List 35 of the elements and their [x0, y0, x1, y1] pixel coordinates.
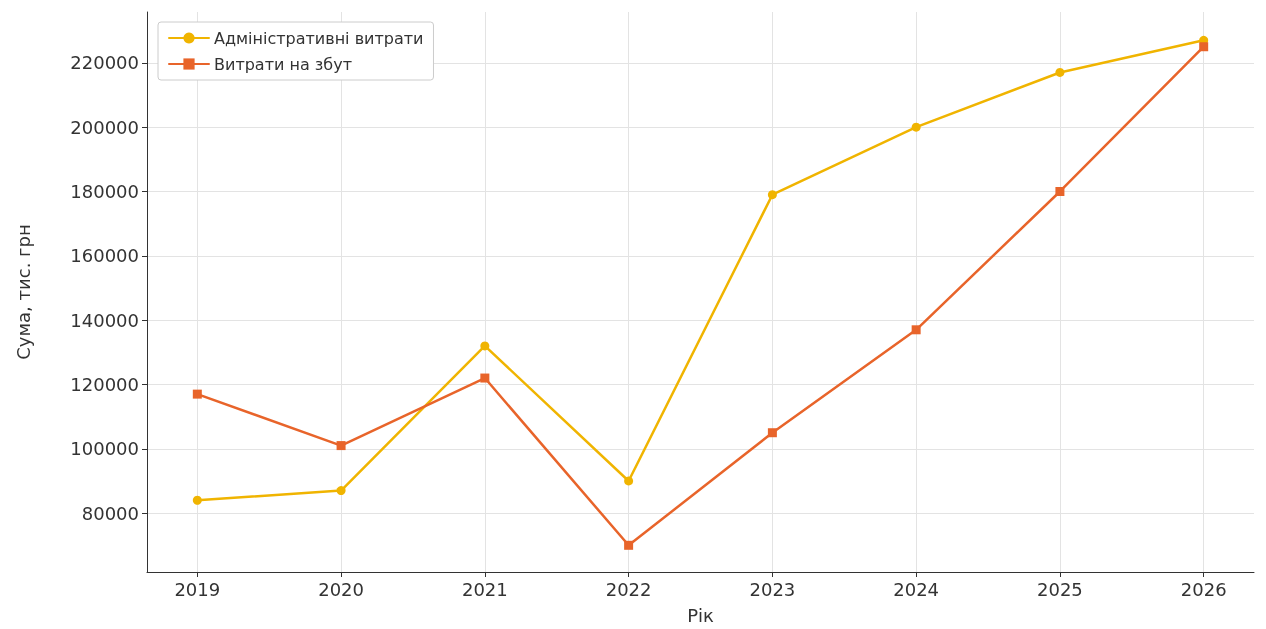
point — [767, 428, 777, 438]
y-tick-label: 180000 — [70, 180, 139, 202]
point — [480, 341, 490, 351]
y-tick-label: 140000 — [70, 309, 139, 331]
y-tick-label: 220000 — [70, 52, 139, 74]
point — [911, 325, 921, 335]
x-tick-label: 2026 — [1180, 578, 1227, 600]
point — [192, 495, 202, 505]
x-tick-label: 2021 — [461, 578, 508, 600]
x-tick-label: 2024 — [893, 578, 940, 600]
point — [336, 486, 346, 496]
y-tick-label: 200000 — [70, 116, 139, 138]
point — [1199, 42, 1209, 52]
point — [624, 540, 634, 550]
y-tick-label: 80000 — [81, 502, 139, 524]
y-tick-label: 160000 — [70, 245, 139, 267]
legend-label: Витрати на збут — [214, 54, 352, 74]
point — [624, 476, 634, 486]
y-axis-title: Сума, тис. грн — [12, 224, 34, 360]
point — [480, 373, 490, 383]
point — [767, 190, 777, 200]
y-tick-label: 100000 — [70, 438, 139, 460]
legend-label: Адміністративні витрати — [214, 28, 424, 48]
x-tick-label: 2023 — [749, 578, 796, 600]
point — [192, 389, 202, 399]
x-tick-label: 2025 — [1037, 578, 1083, 600]
point — [911, 122, 921, 132]
x-tick-label: 2020 — [318, 578, 364, 600]
x-axis-title: Рік — [687, 604, 714, 626]
point — [1055, 186, 1065, 196]
y-tick-label: 120000 — [70, 373, 139, 395]
x-tick-label: 2019 — [174, 578, 221, 600]
x-tick-label: 2022 — [605, 578, 652, 600]
point — [1055, 67, 1065, 77]
point — [336, 441, 346, 451]
